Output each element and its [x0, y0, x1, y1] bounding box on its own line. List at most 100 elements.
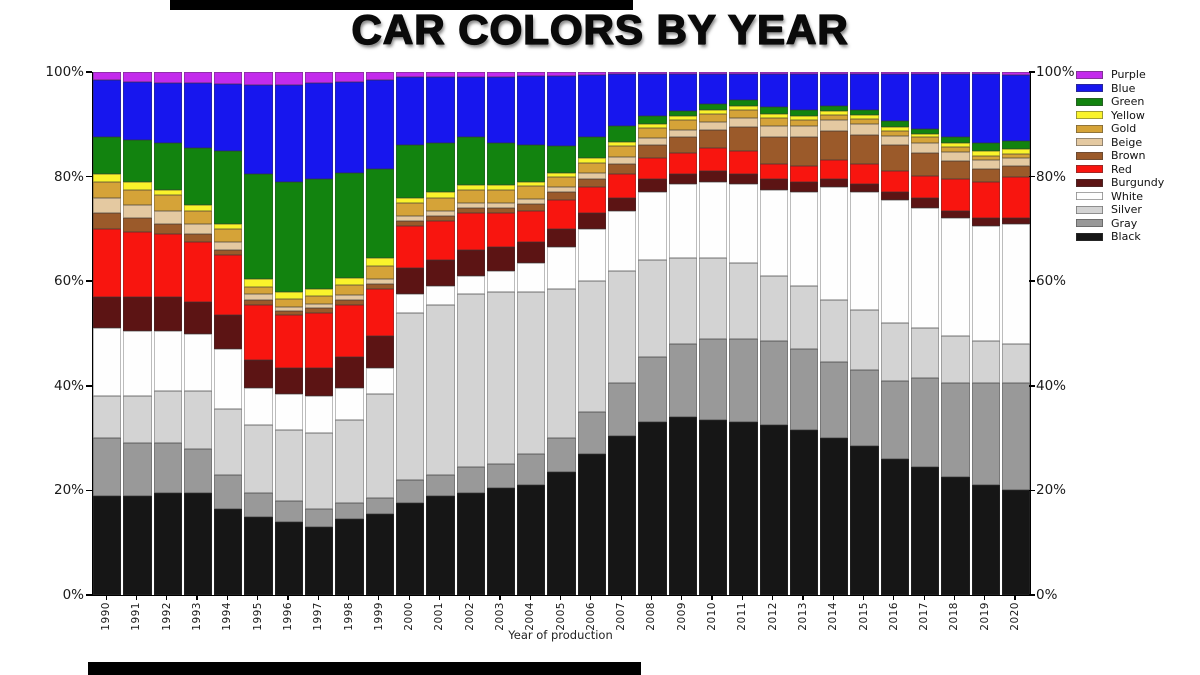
y-tick-mark-left-100	[86, 71, 92, 73]
segment-brown-2004	[517, 204, 546, 211]
bar-2014	[820, 72, 849, 595]
segment-blue-2010	[698, 74, 728, 105]
segment-red-2005	[547, 200, 576, 229]
legend-swatch-green	[1076, 97, 1103, 106]
x-tick-2015: 2015	[849, 596, 877, 631]
segment-silver-2008	[638, 260, 667, 358]
legend-item-brown: Brown	[1076, 149, 1164, 163]
segment-white-2005	[547, 247, 576, 290]
x-tick-mark-2005	[560, 596, 562, 600]
segment-silver-1998	[335, 419, 364, 504]
segment-black-1991	[123, 495, 152, 595]
segment-green-1993	[183, 147, 213, 206]
segment-silver-2019	[971, 341, 1000, 384]
segment-white-1998	[335, 388, 364, 420]
segment-green-2001	[426, 142, 455, 193]
segment-blue-1999	[365, 79, 394, 170]
legend-label-silver: Silver	[1111, 203, 1142, 217]
segment-burgundy-2018	[941, 210, 970, 219]
segment-white-2017	[911, 208, 940, 329]
segment-red-2008	[638, 158, 667, 180]
segment-yellow-2007	[608, 142, 637, 147]
segment-red-1996	[274, 315, 304, 368]
legend-label-green: Green	[1111, 95, 1145, 109]
segment-black-2019	[971, 485, 1000, 595]
segment-brown-2012	[759, 137, 788, 164]
segment-brown-1993	[183, 234, 213, 243]
segment-purple-1991	[123, 72, 152, 82]
x-axis-ticks: 1990 1991 1992 1993 1994 1995 1996 1997 1998 1999…	[92, 596, 1029, 631]
x-tick-2012: 2012	[759, 596, 787, 631]
x-tick-mark-2007	[620, 596, 622, 600]
legend-item-yellow: Yellow	[1076, 109, 1164, 123]
segment-green-2005	[547, 146, 576, 173]
x-tick-2009: 2009	[668, 596, 696, 631]
segment-green-1991	[123, 140, 152, 182]
segment-white-1992	[153, 330, 182, 392]
x-tick-mark-1999	[378, 596, 380, 600]
x-tick-label-1993: 1993	[191, 602, 204, 631]
legend-label-purple: Purple	[1111, 68, 1146, 82]
segment-silver-1995	[244, 425, 273, 494]
x-tick-mark-1992	[166, 596, 168, 600]
segment-yellow-1991	[123, 181, 152, 190]
segment-silver-2002	[456, 294, 485, 467]
segment-blue-2018	[941, 74, 970, 137]
segment-burgundy-2016	[880, 192, 910, 201]
x-tick-2017: 2017	[910, 596, 938, 631]
segment-gold-1992	[153, 194, 182, 211]
segment-green-2011	[729, 100, 758, 106]
segment-red-2019	[971, 181, 1000, 219]
segment-brown-1999	[365, 283, 394, 290]
segment-black-2005	[547, 472, 576, 595]
segment-gray-2013	[789, 349, 819, 431]
segment-beige-1991	[123, 205, 152, 219]
x-tick-label-2016: 2016	[887, 602, 900, 631]
legend-swatch-gold	[1076, 124, 1103, 133]
segment-red-1994	[214, 255, 243, 316]
legend-label-burgundy: Burgundy	[1111, 176, 1165, 190]
segment-gray-2014	[820, 362, 849, 439]
segment-brown-1998	[335, 299, 364, 305]
segment-brown-2002	[456, 208, 485, 214]
x-tick-label-2019: 2019	[978, 602, 991, 631]
segment-green-1990	[93, 137, 122, 175]
segment-yellow-2016	[880, 126, 910, 131]
segment-yellow-1990	[93, 174, 122, 182]
x-tick-label-2018: 2018	[948, 602, 961, 631]
segment-silver-1999	[365, 393, 394, 499]
segment-gray-1999	[365, 498, 394, 514]
segment-white-1994	[214, 349, 243, 410]
segment-blue-2016	[880, 74, 910, 122]
segment-black-1992	[153, 493, 182, 595]
x-tick-label-2012: 2012	[766, 602, 779, 631]
y-tick-mark-left-60	[86, 280, 92, 282]
x-tick-mark-1990	[105, 596, 107, 600]
segment-blue-1998	[335, 81, 364, 174]
segment-yellow-1996	[274, 291, 304, 300]
legend-item-burgundy: Burgundy	[1076, 176, 1164, 190]
y-tick-mark-left-40	[86, 385, 92, 387]
segment-beige-2001	[426, 210, 455, 216]
segment-gray-2007	[608, 383, 637, 436]
legend-swatch-burgundy	[1076, 178, 1103, 187]
segment-purple-1996	[274, 72, 304, 86]
segment-purple-2012	[759, 72, 788, 75]
segment-purple-2010	[698, 72, 728, 75]
segment-yellow-2005	[547, 172, 576, 177]
segment-gray-1992	[153, 443, 182, 494]
bar-2007	[608, 72, 637, 595]
segment-green-1996	[274, 181, 304, 292]
segment-red-2017	[911, 176, 940, 199]
segment-black-2009	[668, 417, 697, 595]
segment-beige-2012	[759, 125, 788, 138]
segment-gold-2015	[850, 119, 879, 125]
y-tick-label-right-80: 80%	[1036, 168, 1067, 185]
segment-gold-2013	[789, 119, 819, 126]
x-tick-2001: 2001	[425, 596, 453, 631]
segment-brown-2001	[426, 215, 455, 222]
segment-gray-2018	[941, 383, 970, 478]
segment-purple-1998	[335, 72, 364, 82]
x-tick-2016: 2016	[880, 596, 908, 631]
y-tick-label-right-40: 40%	[1036, 377, 1067, 394]
